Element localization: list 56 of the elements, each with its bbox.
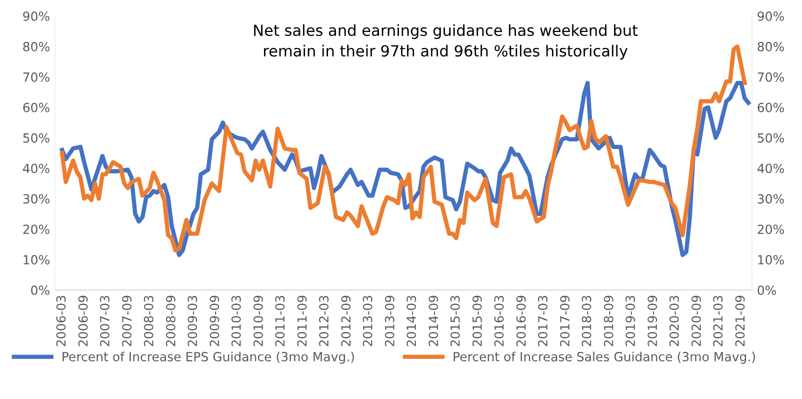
y2-tick-label: 60% bbox=[758, 102, 784, 112]
x-tick-label: 2013-09 bbox=[384, 296, 394, 346]
x-tick-label: 2014-09 bbox=[428, 296, 438, 346]
x-tick-label: 2016-03 bbox=[494, 296, 504, 346]
x-tick-label: 2015-03 bbox=[450, 296, 460, 346]
x-tick-label: 2020-03 bbox=[669, 296, 679, 346]
x-tick-label: 2010-03 bbox=[231, 296, 241, 346]
y-tick-label: 20% bbox=[23, 224, 50, 234]
y-tick-label: 70% bbox=[23, 72, 50, 82]
y2-tick-label: 50% bbox=[758, 133, 784, 143]
x-tick-label: 2009-09 bbox=[210, 296, 220, 346]
y2-tick-label: 10% bbox=[758, 255, 784, 264]
x-tick-label: 2006-03 bbox=[56, 296, 66, 346]
x-tick-label: 2012-03 bbox=[319, 296, 329, 346]
y2-tick-label: 70% bbox=[758, 72, 784, 82]
y2-tick-label: 20% bbox=[758, 224, 784, 234]
x-tick-label: 2006-09 bbox=[78, 296, 88, 346]
x-tick-label: 2018-03 bbox=[582, 296, 592, 346]
y-tick-label: 30% bbox=[23, 194, 50, 204]
y-tick-label: 60% bbox=[23, 102, 50, 112]
y-tick-label: 0% bbox=[31, 285, 50, 295]
text: Net sales and earnings guidance has weekend but remain in their 97th and 96th %tiles historically bbox=[254, 24, 638, 60]
y2-tick-label: 40% bbox=[757, 164, 784, 174]
x-tick-label: 2011-03 bbox=[275, 296, 285, 346]
y2-tick-label: 30% bbox=[758, 194, 784, 204]
legend-label: Percent of Increase EPS Guidance (3mo Mavg.) bbox=[62, 352, 354, 364]
y-tick-label: 50% bbox=[23, 133, 50, 143]
x-tick-label: 2007-09 bbox=[122, 296, 132, 346]
y2-tick-label: 90% bbox=[758, 11, 784, 21]
x-tick-label: 2009-03 bbox=[188, 296, 198, 346]
y2-tick-label: 80% bbox=[758, 42, 784, 52]
x-tick-label: 2010-09 bbox=[253, 296, 263, 346]
y2-tick-label: 0% bbox=[758, 285, 776, 295]
x-tick-label: 2014-03 bbox=[406, 296, 416, 346]
x-tick-label: 2019-09 bbox=[648, 296, 658, 346]
legend-label: Percent of Increase Sales Guidance (3mo Mavg.) bbox=[454, 352, 755, 364]
y-tick-label: 80% bbox=[23, 42, 50, 52]
x-tick-label: 2008-09 bbox=[166, 296, 176, 346]
x-tick-label: 2015-09 bbox=[472, 296, 482, 346]
y-tick-label: 90% bbox=[23, 11, 50, 21]
y-tick-label: 10% bbox=[24, 255, 50, 264]
x-tick-label: 2012-09 bbox=[341, 296, 351, 346]
y-tick-label: 40% bbox=[22, 164, 50, 174]
line-series bbox=[60, 44, 747, 253]
x-tick-label: 2018-09 bbox=[604, 296, 614, 346]
x-tick-label: 2008-03 bbox=[144, 296, 154, 346]
x-tick-label: 2013-03 bbox=[362, 296, 372, 346]
x-tick-label: 2017-09 bbox=[560, 296, 570, 346]
x-tick-label: 2021-09 bbox=[735, 296, 745, 346]
x-tick-label: 2020-09 bbox=[691, 296, 701, 346]
x-tick-label: 2019-03 bbox=[626, 296, 636, 346]
x-tick-label: 2016-09 bbox=[516, 296, 526, 346]
x-tick-label: 2011-09 bbox=[297, 296, 307, 346]
x-tick-label: 2021-03 bbox=[713, 296, 723, 346]
x-tick-label: 2007-03 bbox=[100, 296, 110, 346]
x-tick-label: 2017-03 bbox=[538, 296, 548, 346]
